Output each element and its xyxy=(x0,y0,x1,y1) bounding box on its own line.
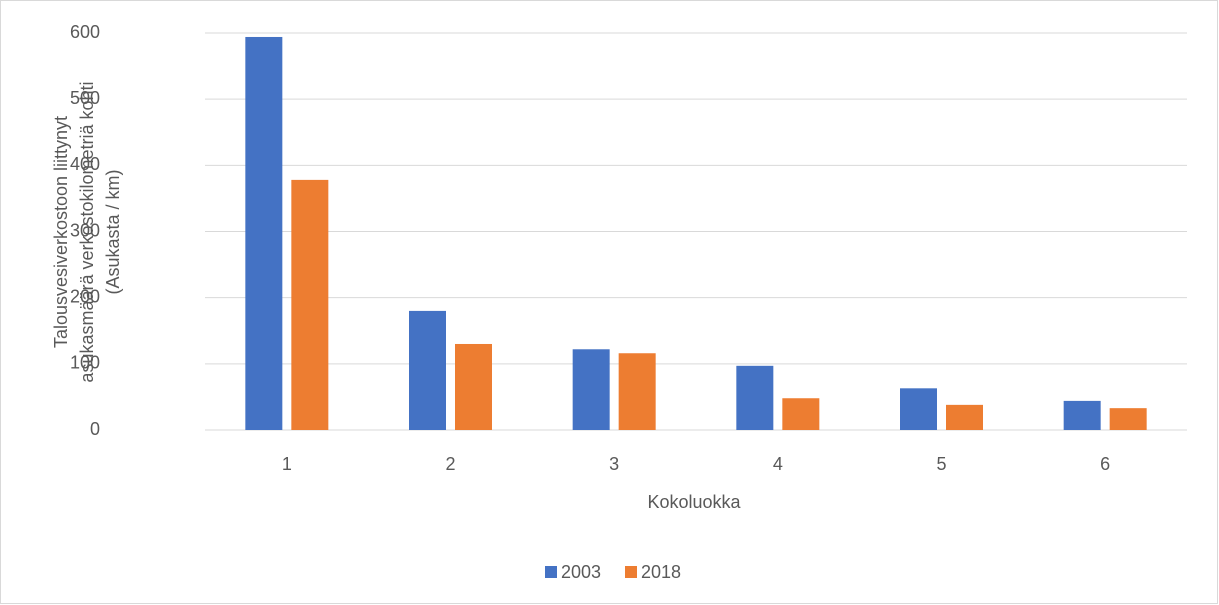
bar xyxy=(291,179,329,430)
x-tick-label: 5 xyxy=(936,454,946,474)
y-tick-label: 300 xyxy=(70,220,100,240)
y-tick-label: 200 xyxy=(70,286,100,306)
bar xyxy=(245,36,283,430)
y-tick-label: 0 xyxy=(90,419,100,439)
bar xyxy=(1109,408,1147,430)
x-tick-label: 6 xyxy=(1100,454,1110,474)
x-axis-label: Kokoluokka xyxy=(647,492,741,512)
x-tick-label: 1 xyxy=(282,454,292,474)
x-tick-label: 2 xyxy=(445,454,455,474)
bar xyxy=(455,343,492,430)
bar xyxy=(618,353,656,430)
y-tick-label: 600 xyxy=(70,22,100,42)
legend-label: 2003 xyxy=(561,562,601,582)
bar xyxy=(409,310,446,430)
y-axis-label: Talousvesiverkostoon liittynyt asukasmää… xyxy=(51,81,123,382)
legend-label: 2018 xyxy=(641,562,681,582)
legend-swatch xyxy=(545,566,557,578)
y-axis-label-line: Talousvesiverkostoon liittynyt xyxy=(51,116,71,348)
bar xyxy=(782,398,820,430)
x-tick-label: 3 xyxy=(609,454,619,474)
y-axis-label-line: (Asukasta / km) xyxy=(103,169,123,294)
y-tick-label: 100 xyxy=(70,353,100,373)
x-tick-label: 4 xyxy=(773,454,783,474)
y-tick-label: 400 xyxy=(70,154,100,174)
y-tick-label: 500 xyxy=(70,88,100,108)
legend-swatch xyxy=(625,566,637,578)
bar xyxy=(946,404,983,430)
y-axis-label-line: asukasmäärä verkostokilometriä kohti xyxy=(77,81,97,382)
bar xyxy=(900,388,937,430)
bar xyxy=(736,365,774,430)
bar xyxy=(572,349,610,430)
bar xyxy=(1063,400,1101,430)
